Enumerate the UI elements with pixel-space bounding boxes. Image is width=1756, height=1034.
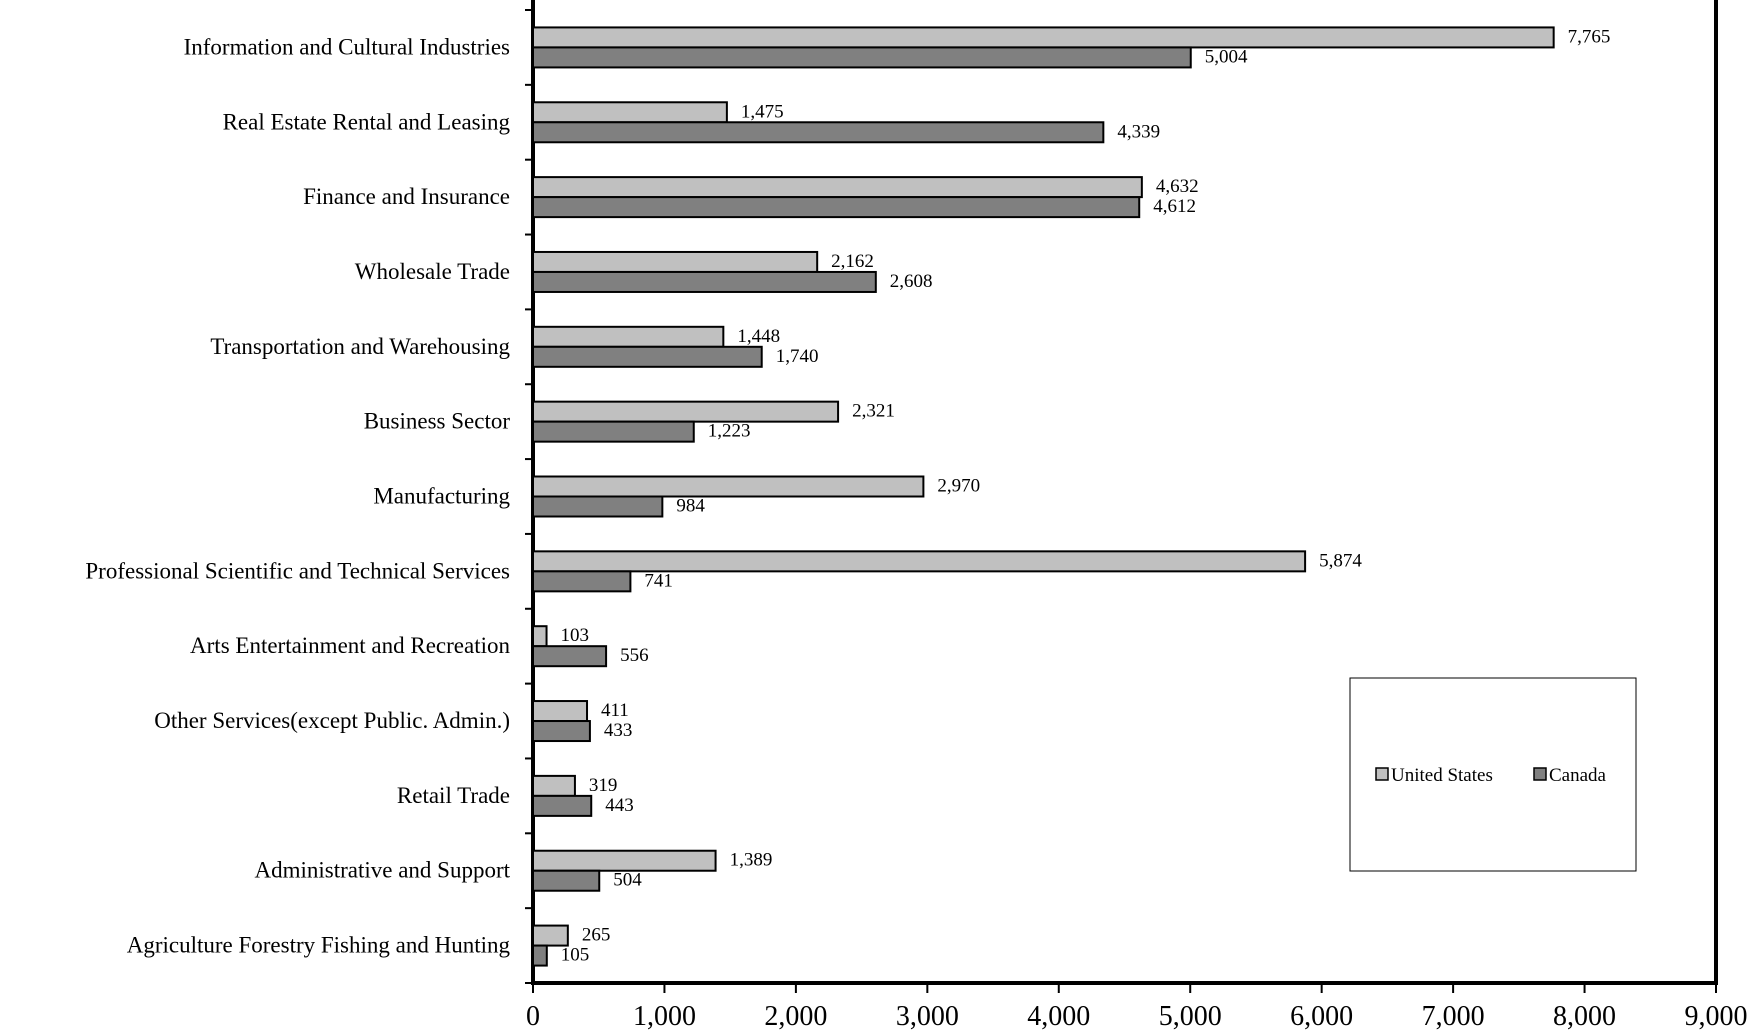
category-label: Transportation and Warehousing [210, 334, 510, 359]
data-label: 2,321 [852, 401, 895, 422]
bar-united-states [532, 250, 819, 273]
bar-united-states [532, 774, 576, 797]
data-label: 2,970 [937, 476, 980, 497]
data-label: 319 [589, 775, 618, 796]
bar-united-states [532, 325, 725, 348]
category-label: Professional Scientific and Technical Se… [85, 558, 510, 583]
x-tick-label: 1,000 [633, 1001, 696, 1032]
bar-canada [532, 196, 1141, 219]
category-label: Information and Cultural Industries [184, 34, 510, 59]
data-label: 1,475 [741, 101, 784, 122]
data-label: 433 [604, 720, 633, 741]
legend-swatch [1533, 767, 1547, 781]
x-tick-label: 9,000 [1685, 1001, 1748, 1032]
x-tick-label: 3,000 [896, 1001, 959, 1032]
bar-canada [532, 645, 608, 668]
data-label: 2,162 [831, 251, 874, 272]
legend-label: United States [1391, 765, 1493, 786]
x-axis: 0 1,000 2,000 3,000 4,000 5,000 6,000 7,000 8,00… [526, 983, 1748, 1032]
data-label: 411 [601, 700, 629, 721]
x-tick-label: 2,000 [764, 1001, 827, 1032]
data-label: 265 [582, 925, 611, 946]
bar-united-states [532, 26, 1555, 49]
bar-canada [532, 495, 664, 518]
bar-united-states [532, 700, 589, 723]
data-label: 5,874 [1319, 550, 1362, 571]
data-label: 556 [620, 645, 649, 666]
data-label: 4,612 [1153, 196, 1196, 217]
bar-canada [532, 720, 591, 743]
bar-united-states [532, 625, 548, 648]
data-label: 741 [644, 570, 673, 591]
category-label: Finance and Insurance [303, 184, 510, 209]
bar-canada [532, 46, 1192, 69]
bar-canada [532, 794, 593, 817]
category-label: Retail Trade [397, 783, 510, 808]
x-tick-label: 0 [526, 1001, 540, 1032]
data-label: 4,632 [1156, 176, 1199, 197]
bar-canada [532, 420, 695, 443]
legend-box [1349, 677, 1637, 872]
bar-canada [532, 869, 601, 892]
legend: United States Canada [1349, 677, 1637, 872]
data-label: 443 [605, 795, 634, 816]
bar-canada [532, 121, 1105, 144]
x-tick-label: 7,000 [1422, 1001, 1485, 1032]
bar-united-states [532, 475, 925, 498]
category-label: Agriculture Forestry Fishing and Hunting [127, 933, 511, 958]
x-tick-label: 5,000 [1159, 1001, 1222, 1032]
data-label: 103 [561, 625, 590, 646]
category-label: Other Services(except Public. Admin.) [154, 708, 510, 733]
category-label: Administrative and Support [254, 858, 510, 883]
bar-united-states [532, 400, 840, 423]
x-tick-label: 8,000 [1553, 1001, 1616, 1032]
data-label: 105 [561, 945, 590, 966]
category-label: Business Sector [364, 409, 511, 434]
data-label: 4,339 [1117, 121, 1160, 142]
x-tick-label: 6,000 [1290, 1001, 1353, 1032]
data-label: 1,740 [776, 346, 819, 367]
data-label: 504 [613, 870, 642, 891]
bar-united-states [532, 176, 1143, 199]
category-labels: Information and Cultural Industries Real … [85, 34, 510, 957]
bar-united-states [532, 550, 1307, 573]
data-label: 1,389 [730, 850, 773, 871]
bar-canada [532, 944, 548, 967]
x-tick-label: 4,000 [1027, 1001, 1090, 1032]
category-label: Arts Entertainment and Recreation [190, 633, 510, 658]
legend-label: Canada [1549, 765, 1607, 786]
data-label: 1,448 [737, 326, 780, 347]
bar-canada [532, 345, 763, 368]
category-label: Wholesale Trade [355, 259, 510, 284]
category-label: Manufacturing [373, 484, 510, 509]
data-label: 5,004 [1205, 46, 1248, 67]
bar-canada [532, 270, 877, 293]
bar-united-states [532, 849, 717, 872]
bar-canada [532, 570, 632, 593]
data-label: 7,765 [1568, 26, 1611, 47]
data-label: 2,608 [890, 271, 933, 292]
category-label: Real Estate Rental and Leasing [223, 109, 511, 134]
data-label: 984 [676, 496, 705, 517]
bar-united-states [532, 101, 728, 124]
legend-swatch [1375, 767, 1389, 781]
data-label: 1,223 [708, 421, 751, 442]
bars [532, 26, 1555, 967]
bar-united-states [532, 924, 569, 947]
